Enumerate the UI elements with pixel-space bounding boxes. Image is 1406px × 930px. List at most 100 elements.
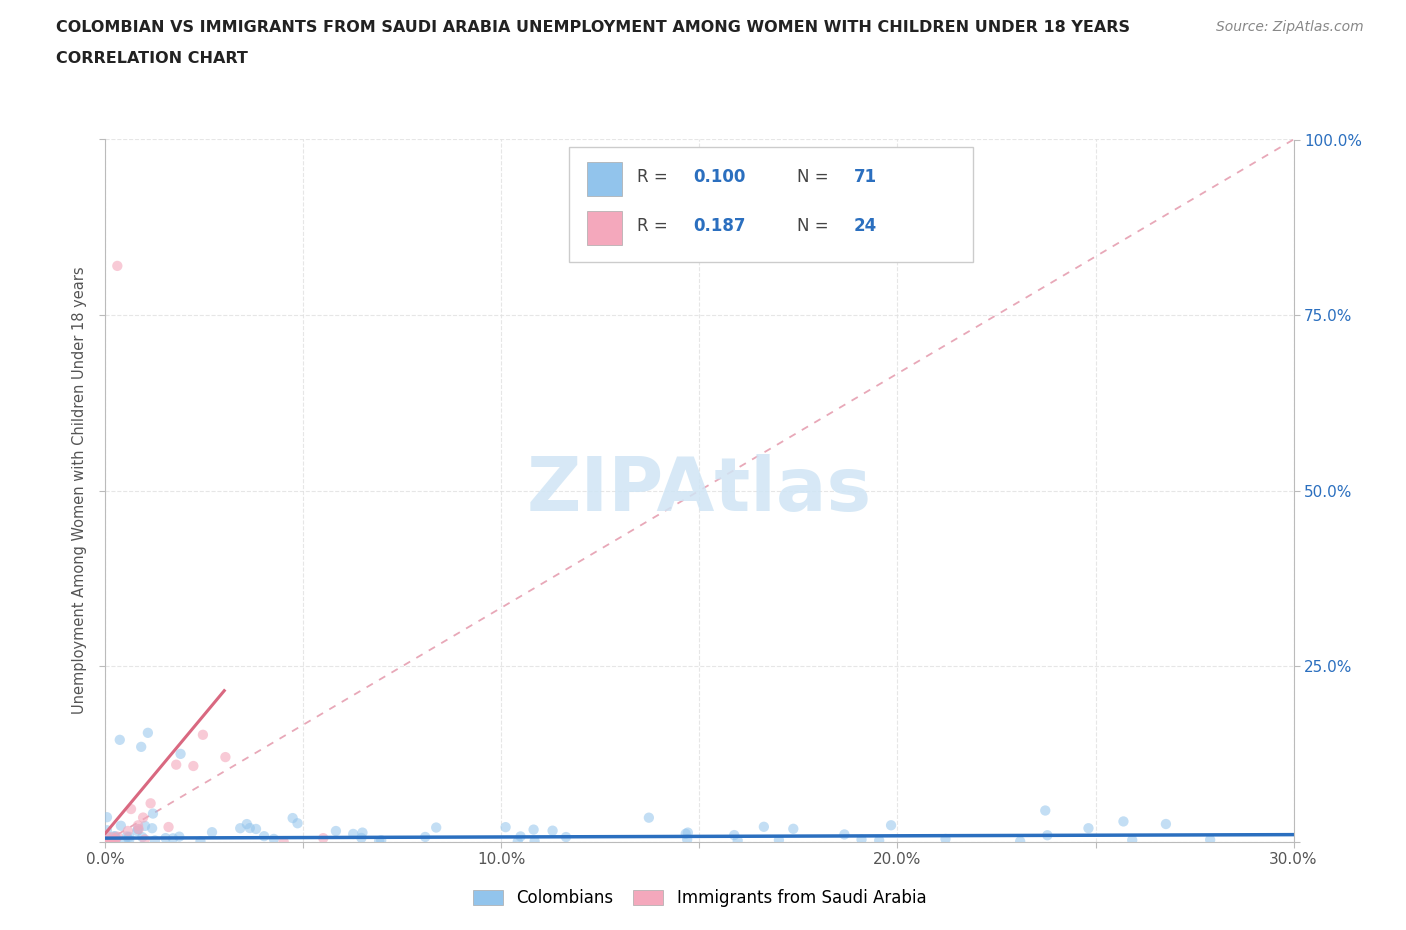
Point: [1121, 832, 1143, 847]
Text: 24: 24: [853, 217, 877, 235]
Point: [96, 810, 118, 825]
Point: [229, 821, 252, 836]
Point: [1036, 828, 1059, 843]
Point: [239, 820, 262, 835]
Point: [134, 832, 156, 847]
Text: CORRELATION CHART: CORRELATION CHART: [56, 51, 247, 66]
Point: [1199, 832, 1222, 847]
Point: [183, 759, 205, 774]
Point: [425, 820, 447, 835]
Point: [523, 822, 546, 837]
Point: [127, 821, 149, 836]
Point: [105, 831, 128, 846]
Point: [1112, 814, 1135, 829]
Text: 71: 71: [853, 167, 877, 186]
Point: [541, 823, 564, 838]
Text: 0.187: 0.187: [693, 217, 747, 235]
Point: [96, 823, 118, 838]
Point: [129, 739, 152, 754]
Point: [169, 830, 191, 844]
Point: [934, 831, 956, 846]
Legend: Colombians, Immigrants from Saudi Arabia: Colombians, Immigrants from Saudi Arabia: [467, 883, 932, 914]
Point: [676, 825, 699, 840]
Point: [98, 834, 121, 849]
Point: [104, 829, 127, 844]
Point: [281, 811, 304, 826]
Point: [190, 834, 212, 849]
Point: [142, 806, 165, 821]
Point: [165, 757, 187, 772]
Point: [127, 817, 149, 832]
Point: [104, 831, 127, 846]
Text: COLOMBIAN VS IMMIGRANTS FROM SAUDI ARABIA UNEMPLOYMENT AMONG WOMEN WITH CHILDREN: COLOMBIAN VS IMMIGRANTS FROM SAUDI ARABI…: [56, 20, 1130, 35]
Point: [1154, 817, 1177, 831]
Point: [157, 819, 180, 834]
FancyBboxPatch shape: [569, 147, 973, 262]
Point: [108, 733, 131, 748]
Point: [201, 825, 224, 840]
Point: [132, 810, 155, 825]
Point: [128, 822, 150, 837]
Text: R =: R =: [637, 167, 672, 186]
Point: [352, 825, 374, 840]
Point: [506, 834, 529, 849]
Point: [110, 818, 132, 833]
Point: [117, 824, 139, 839]
Text: Source: ZipAtlas.com: Source: ZipAtlas.com: [1216, 20, 1364, 34]
Point: [214, 750, 236, 764]
Point: [350, 830, 373, 845]
Point: [236, 817, 259, 831]
Point: [413, 830, 436, 844]
Point: [245, 821, 267, 836]
Point: [1010, 834, 1032, 849]
Point: [107, 830, 129, 844]
Point: [105, 259, 128, 273]
Point: [768, 832, 790, 847]
Point: [253, 829, 276, 844]
Point: [115, 829, 138, 844]
Point: [141, 821, 163, 836]
Point: [114, 833, 136, 848]
Point: [101, 830, 124, 844]
Point: [727, 833, 749, 848]
Y-axis label: Unemployment Among Women with Children Under 18 years: Unemployment Among Women with Children U…: [72, 267, 87, 714]
Point: [555, 830, 578, 844]
Point: [136, 725, 159, 740]
Point: [143, 833, 166, 848]
Point: [509, 829, 531, 844]
Point: [134, 818, 156, 833]
Point: [169, 747, 191, 762]
Point: [675, 827, 697, 842]
Point: [120, 802, 142, 817]
Point: [127, 823, 149, 838]
Point: [103, 832, 125, 847]
Point: [287, 816, 309, 830]
Point: [342, 827, 364, 842]
Point: [880, 817, 903, 832]
FancyBboxPatch shape: [586, 211, 623, 245]
Text: N =: N =: [797, 217, 834, 235]
Point: [94, 832, 117, 847]
Point: [139, 796, 162, 811]
Point: [723, 828, 745, 843]
Point: [131, 830, 153, 844]
Point: [752, 819, 775, 834]
Text: ZIPAtlas: ZIPAtlas: [527, 454, 872, 527]
Point: [370, 833, 392, 848]
Text: R =: R =: [637, 217, 672, 235]
Point: [834, 827, 856, 842]
Point: [191, 727, 214, 742]
Point: [523, 833, 546, 848]
Point: [94, 828, 117, 843]
Point: [118, 830, 141, 844]
Point: [368, 833, 391, 848]
Text: N =: N =: [797, 167, 834, 186]
Point: [851, 832, 873, 847]
Point: [273, 834, 295, 849]
Point: [104, 833, 127, 848]
Point: [782, 821, 804, 836]
FancyBboxPatch shape: [586, 162, 623, 195]
Point: [1033, 804, 1056, 818]
Point: [676, 832, 699, 847]
Point: [118, 832, 141, 847]
